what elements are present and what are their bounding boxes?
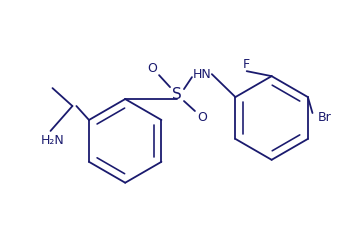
Text: HN: HN	[192, 68, 211, 81]
Text: F: F	[243, 58, 250, 71]
Text: O: O	[147, 62, 157, 75]
Text: Br: Br	[317, 111, 331, 124]
Text: O: O	[197, 111, 207, 124]
Text: S: S	[172, 86, 182, 101]
Text: H₂N: H₂N	[40, 134, 64, 147]
